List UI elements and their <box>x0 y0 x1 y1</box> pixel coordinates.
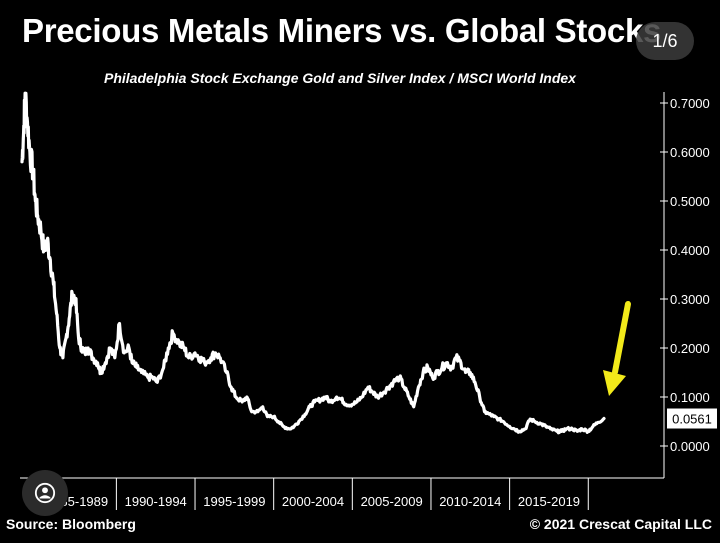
page-counter[interactable]: 1/6 <box>636 22 694 60</box>
source-label: Source: Bloomberg <box>6 516 136 532</box>
x-axis: 1985-1989 1990-1994 1995-1999 2000-2004 2005… <box>20 477 664 510</box>
y-tick-label: 0.4000 <box>670 243 710 258</box>
y-tick-label: 0.3000 <box>670 292 710 307</box>
x-tick-label: 2005-2009 <box>361 494 423 509</box>
chart-subtitle: Philadelphia Stock Exchange Gold and Sil… <box>104 70 576 86</box>
y-tick-label: 0.0000 <box>670 439 710 454</box>
last-value-marker: 0.0561 <box>667 408 717 429</box>
x-tick-label: 1995-1999 <box>203 494 265 509</box>
y-tick-label: 0.1000 <box>670 390 710 405</box>
last-value-label: 0.0561 <box>672 412 712 427</box>
copyright-label: © 2021 Crescat Capital LLC <box>529 516 712 532</box>
user-icon <box>34 482 56 504</box>
x-tick-group: 1985-1989 1990-1994 1995-1999 2000-2004 2005… <box>37 478 589 510</box>
last-value-box <box>667 408 717 429</box>
y-tick-group: 0.0000 0.1000 0.2000 0.3000 0.4000 0.5000 0.60… <box>660 96 710 454</box>
x-tick-label: 1990-1994 <box>125 494 187 509</box>
x-tick-label: 2010-2014 <box>439 494 501 509</box>
x-tick-label: 2015-2019 <box>518 494 580 509</box>
chart-title: Precious Metals Miners vs. Global Stocks <box>22 12 662 49</box>
y-axis: 0.0000 0.1000 0.2000 0.3000 0.4000 0.5000 0.60… <box>660 92 710 478</box>
y-tick-label: 0.2000 <box>670 341 710 356</box>
x-tick-label: 2000-2004 <box>282 494 344 509</box>
y-tick-label: 0.7000 <box>670 96 710 111</box>
yellow-arrow-icon <box>603 301 631 396</box>
y-tick-label: 0.5000 <box>670 194 710 209</box>
series-line <box>20 91 606 435</box>
y-tick-label: 0.6000 <box>670 145 710 160</box>
avatar-button[interactable] <box>22 470 68 516</box>
